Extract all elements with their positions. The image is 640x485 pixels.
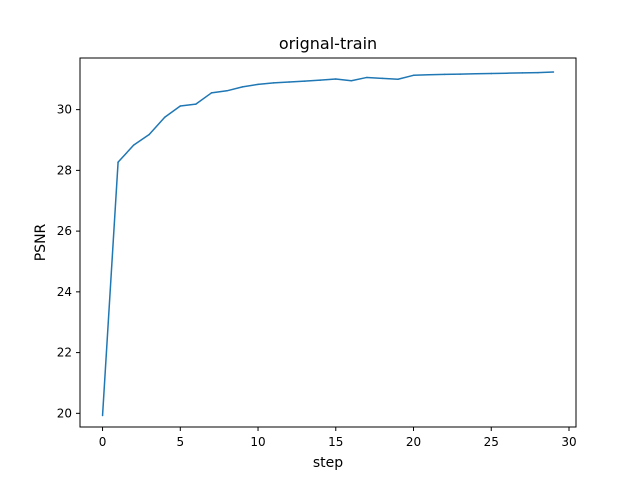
- x-tick-label: 20: [406, 435, 421, 449]
- data-point: [537, 71, 539, 74]
- data-point: [552, 71, 555, 73]
- plot-area: [80, 58, 576, 427]
- y-tick-label: 30: [57, 103, 72, 117]
- y-axis-label: PSNR: [33, 223, 49, 261]
- data-point: [288, 81, 290, 83]
- data-point: [148, 133, 150, 136]
- data-point: [366, 76, 368, 79]
- data-point: [459, 73, 461, 75]
- axis-ticks: 0 5 10 15 20 25 30 20 22 24 26 28 30: [57, 103, 577, 449]
- series-line: [101, 71, 554, 416]
- data-point: [412, 74, 415, 77]
- x-tick-label: 15: [328, 435, 343, 449]
- x-tick-label: 0: [99, 435, 107, 449]
- data-point: [490, 72, 493, 75]
- plot-frame: [79, 57, 577, 428]
- data-point: [381, 77, 384, 80]
- data-point: [506, 72, 508, 74]
- data-point: [272, 82, 275, 84]
- x-tick-label: 30: [561, 435, 576, 449]
- data-point: [163, 116, 166, 118]
- y-tick-label: 20: [57, 406, 72, 420]
- x-tick-label: 10: [250, 435, 265, 449]
- data-point: [195, 103, 197, 105]
- data-point: [241, 86, 244, 88]
- data-point: [521, 72, 524, 74]
- series-layer: [101, 71, 555, 417]
- y-tick-label: 28: [57, 163, 72, 177]
- data-point: [303, 80, 306, 82]
- y-tick-label: 24: [57, 285, 72, 299]
- y-tick-label: 22: [57, 346, 72, 360]
- data-point: [335, 78, 337, 80]
- data-point: [179, 105, 182, 107]
- data-point: [350, 80, 353, 82]
- data-point: [117, 161, 119, 163]
- data-point: [226, 90, 228, 92]
- x-tick-label: 25: [484, 435, 499, 449]
- data-point: [428, 73, 430, 76]
- x-axis-label: step: [313, 455, 343, 471]
- data-point: [443, 73, 446, 76]
- data-point: [474, 73, 477, 75]
- x-tick-label: 5: [176, 435, 184, 449]
- y-tick-label: 26: [57, 224, 72, 238]
- data-point: [210, 92, 213, 94]
- data-point: [319, 79, 321, 81]
- chart-title: orignal-train: [279, 34, 377, 53]
- data-point: [101, 414, 104, 417]
- data-point: [132, 144, 135, 146]
- data-point: [397, 78, 399, 81]
- data-point: [257, 83, 259, 86]
